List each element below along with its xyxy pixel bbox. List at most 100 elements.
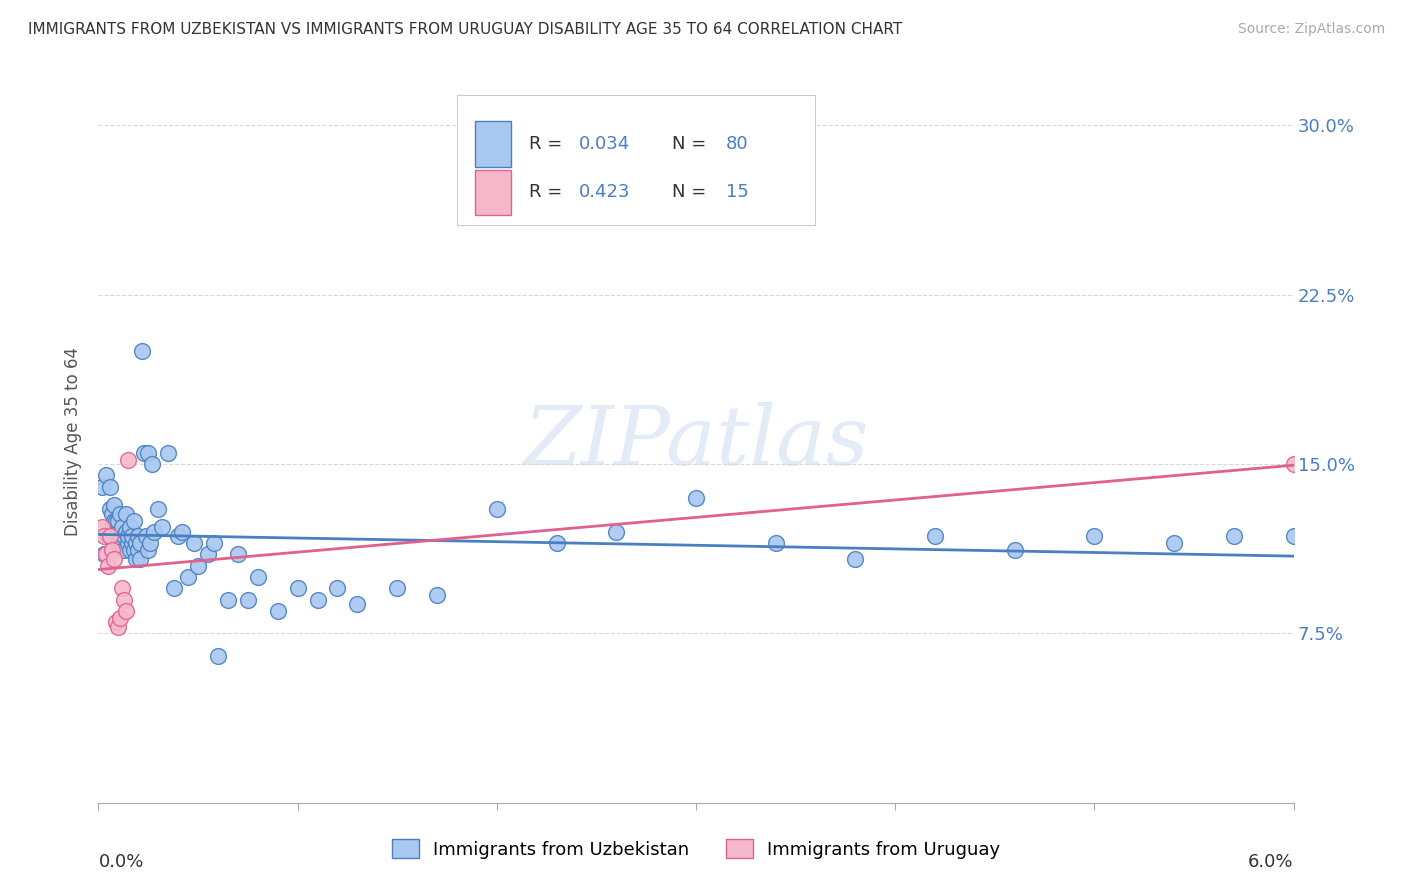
Point	[207, 648, 229, 663]
Point	[121, 529, 143, 543]
Point	[1163, 536, 1185, 550]
Point	[131, 344, 153, 359]
Point	[246, 570, 269, 584]
Point	[177, 570, 200, 584]
Point	[105, 529, 128, 543]
Point	[97, 529, 120, 543]
Point	[98, 529, 122, 543]
Point	[485, 502, 508, 516]
Point	[91, 520, 114, 534]
Point	[685, 491, 707, 505]
Point	[134, 446, 156, 460]
Text: 6.0%: 6.0%	[1249, 854, 1294, 871]
Point	[112, 542, 135, 557]
Point	[111, 536, 134, 550]
Point	[139, 536, 162, 550]
Point	[93, 548, 115, 562]
Point	[93, 529, 115, 543]
Point	[136, 542, 159, 557]
Point	[110, 610, 132, 624]
Point	[91, 480, 114, 494]
Point	[125, 552, 148, 566]
Point	[101, 542, 124, 557]
Point	[105, 514, 128, 528]
Point	[129, 552, 152, 566]
Point	[124, 542, 146, 557]
Point	[157, 446, 180, 460]
Text: ZIPatlas: ZIPatlas	[523, 401, 869, 482]
Point	[103, 552, 125, 566]
Point	[183, 536, 205, 550]
Point	[115, 524, 138, 539]
Point	[96, 468, 118, 483]
Text: Source: ZipAtlas.com: Source: ZipAtlas.com	[1237, 22, 1385, 37]
Point	[125, 536, 148, 550]
Point	[115, 604, 138, 618]
Point	[110, 507, 132, 521]
Point	[236, 592, 259, 607]
Point	[1004, 542, 1026, 557]
Point	[120, 542, 142, 557]
Point	[129, 536, 152, 550]
Point	[1223, 529, 1246, 543]
Point	[287, 582, 309, 596]
Point	[127, 542, 149, 557]
Point	[121, 536, 143, 550]
Point	[101, 520, 124, 534]
Point	[117, 536, 139, 550]
Point	[346, 597, 368, 611]
Point	[107, 536, 129, 550]
Point	[546, 536, 568, 550]
Point	[150, 520, 173, 534]
Point	[197, 548, 219, 562]
Point	[267, 604, 290, 618]
Point	[111, 582, 134, 596]
Point	[105, 615, 128, 630]
Y-axis label: Disability Age 35 to 64: Disability Age 35 to 64	[65, 347, 83, 536]
Point	[326, 582, 349, 596]
Point	[135, 529, 157, 543]
Point	[148, 502, 170, 516]
Point	[167, 529, 190, 543]
Point	[172, 524, 194, 539]
Point	[111, 520, 134, 534]
Point	[117, 452, 139, 467]
Point	[765, 536, 787, 550]
Point	[143, 524, 166, 539]
Point	[924, 529, 946, 543]
Point	[1282, 529, 1305, 543]
Point	[97, 558, 120, 573]
Point	[103, 498, 125, 512]
Point	[844, 552, 866, 566]
Point	[605, 524, 627, 539]
Point	[107, 514, 129, 528]
Point	[307, 592, 329, 607]
Point	[217, 592, 239, 607]
Point	[115, 507, 138, 521]
Point	[103, 514, 125, 528]
Point	[426, 588, 449, 602]
Point	[96, 548, 118, 562]
Point	[202, 536, 225, 550]
Point	[1282, 457, 1305, 471]
Text: IMMIGRANTS FROM UZBEKISTAN VS IMMIGRANTS FROM URUGUAY DISABILITY AGE 35 TO 64 CO: IMMIGRANTS FROM UZBEKISTAN VS IMMIGRANTS…	[28, 22, 903, 37]
Point	[112, 592, 135, 607]
Point	[1083, 529, 1105, 543]
Point	[226, 548, 249, 562]
Point	[136, 446, 159, 460]
Point	[110, 529, 132, 543]
Point	[124, 514, 146, 528]
Point	[98, 480, 122, 494]
Legend: Immigrants from Uzbekistan, Immigrants from Uruguay: Immigrants from Uzbekistan, Immigrants f…	[384, 832, 1008, 866]
Point	[98, 502, 122, 516]
Point	[107, 620, 129, 634]
Text: 0.0%: 0.0%	[98, 854, 143, 871]
Point	[107, 524, 129, 539]
Point	[127, 529, 149, 543]
Point	[385, 582, 409, 596]
Point	[141, 457, 163, 471]
Point	[163, 582, 186, 596]
Point	[187, 558, 209, 573]
Point	[112, 529, 135, 543]
Point	[120, 520, 142, 534]
